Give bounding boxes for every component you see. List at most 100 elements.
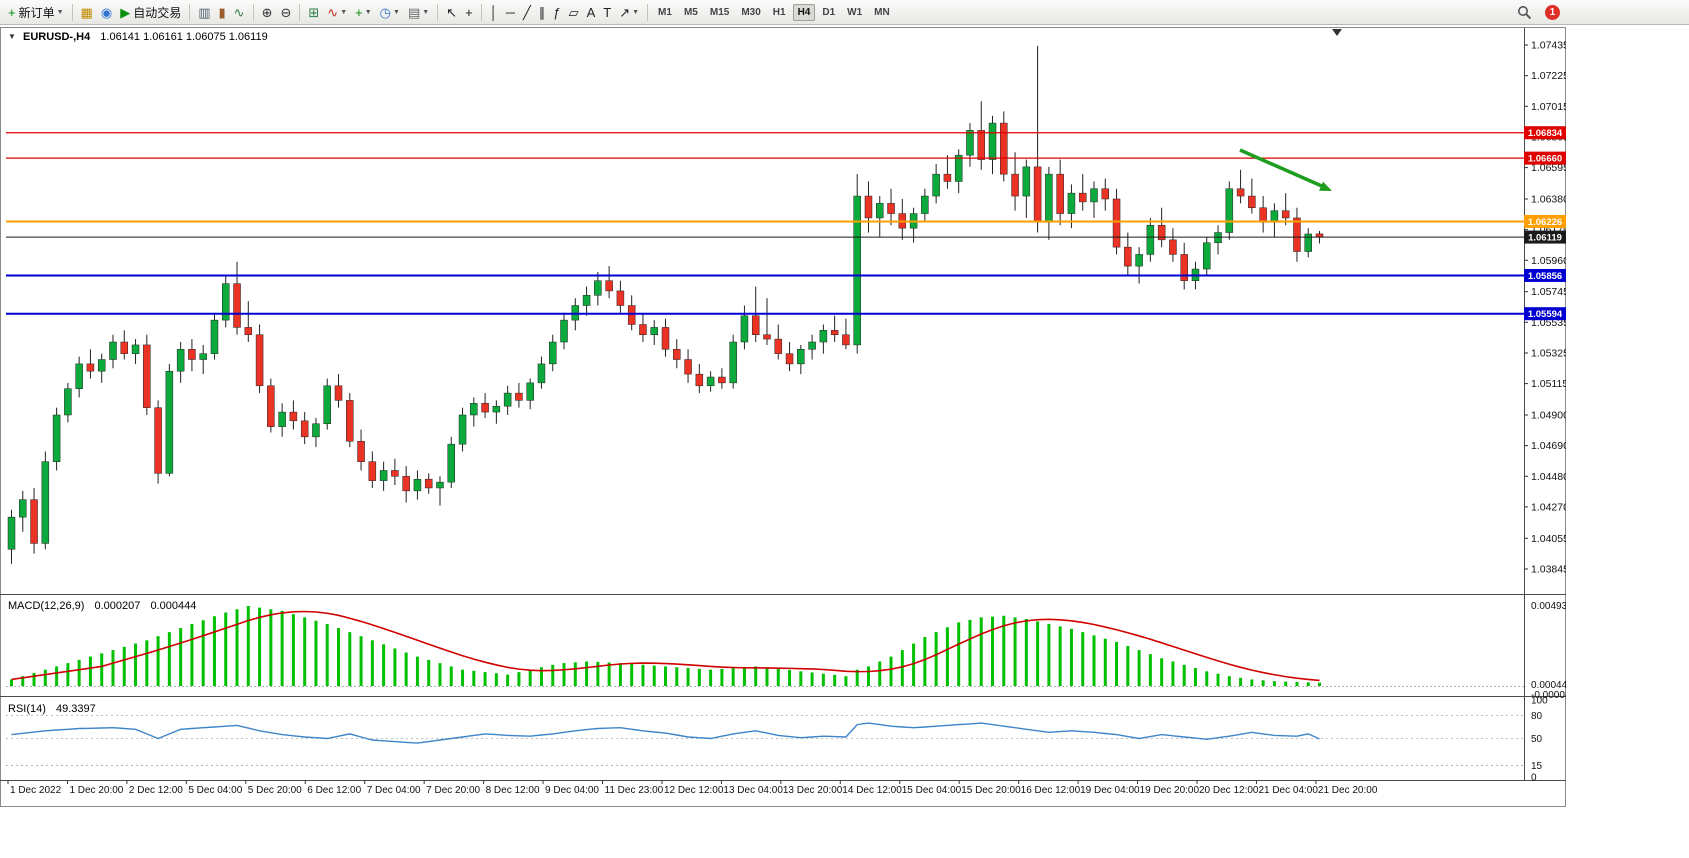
play-icon: ▶ xyxy=(120,4,131,20)
macd-axis[interactable]: 0.004938 0.000449-0.000049 xyxy=(1531,601,1566,701)
periods-button[interactable]: ◷ ▼ xyxy=(377,2,403,22)
search-icon xyxy=(1518,5,1532,19)
add-indicator-button[interactable]: + ▼ xyxy=(352,2,375,22)
candlestick-chart-button[interactable]: ▮ xyxy=(216,2,229,22)
svg-text:5 Dec 20:00: 5 Dec 20:00 xyxy=(248,785,302,796)
ohlc-values: 1.06141 1.06161 1.06075 1.06119 xyxy=(100,31,268,43)
macd-histogram xyxy=(10,606,1322,686)
autotrading-button[interactable]: ▶ 自动交易 xyxy=(117,2,184,22)
cursor-button[interactable]: ↖ xyxy=(443,2,460,22)
indicators-button[interactable]: ∿ ▼ xyxy=(324,2,350,22)
zoom-in-button[interactable]: ⊕ xyxy=(259,2,276,22)
community-button[interactable]: ◉ xyxy=(98,2,115,22)
toolbar-separator xyxy=(71,3,73,21)
svg-text:19 Dec 04:00: 19 Dec 04:00 xyxy=(1080,785,1140,796)
timeframe-w1[interactable]: W1 xyxy=(847,6,863,18)
pivot-line-1.06226[interactable]: 1.06226 xyxy=(6,214,1566,228)
macd-signal-value: 0.000444 xyxy=(150,600,197,612)
dropdown-arrow-icon: ▼ xyxy=(632,8,640,16)
text-button[interactable]: A xyxy=(584,2,599,22)
rsi-axis[interactable]: 100 80 50 150 xyxy=(1531,696,1548,784)
symbol-period-label: EURUSD-,H4 xyxy=(22,31,91,43)
horizontal-line-button[interactable]: ─ xyxy=(503,2,518,22)
channel-button[interactable]: ∥ xyxy=(536,2,549,22)
svg-text:80: 80 xyxy=(1531,711,1543,722)
timeframe-m5[interactable]: M5 xyxy=(683,6,698,18)
timeframe-toolbar: M1 M5 M15 M30 H1 H4 D1 W1 MN xyxy=(652,0,896,25)
text-label-button[interactable]: T xyxy=(600,2,614,22)
svg-text:1.06660: 1.06660 xyxy=(1528,154,1562,165)
one-click-trading-toggle[interactable]: ▼ xyxy=(8,32,16,41)
candlestick-icon: ▮ xyxy=(218,4,226,20)
macd-indicator-label: MACD(12,26,9) 0.000207 0.000444 xyxy=(8,600,196,612)
templates-button[interactable]: ▤ ▼ xyxy=(405,2,432,22)
svg-text:1.06380: 1.06380 xyxy=(1531,193,1566,205)
timeframe-m15[interactable]: M15 xyxy=(709,6,730,18)
timeframe-m1[interactable]: M1 xyxy=(658,6,672,18)
svg-text:7 Dec 20:00: 7 Dec 20:00 xyxy=(426,785,480,796)
support-line-1.05856[interactable]: 1.05856 xyxy=(6,268,1566,282)
timeframe-mn[interactable]: MN xyxy=(874,6,890,18)
chart-shift-marker[interactable] xyxy=(1332,29,1342,36)
rsi-indicator-label: RSI(14) 49.3397 xyxy=(8,703,96,715)
zoom-out-icon: ⊖ xyxy=(280,4,292,20)
rsi-line xyxy=(11,722,1320,744)
chart-window: 1.074351.072251.070151.068051.065951.063… xyxy=(0,26,1566,808)
svg-text:1.06226: 1.06226 xyxy=(1528,217,1562,228)
dropdown-arrow-icon: ▼ xyxy=(364,8,372,16)
svg-text:14 Dec 12:00: 14 Dec 12:00 xyxy=(842,785,902,796)
resistance-line-1.06660[interactable]: 1.06660 xyxy=(6,151,1566,165)
svg-text:1.06595: 1.06595 xyxy=(1531,162,1566,174)
svg-text:100: 100 xyxy=(1531,696,1548,707)
shapes-button[interactable]: ▱ xyxy=(566,2,582,22)
toolbar-separator xyxy=(437,3,439,21)
fibonacci-icon: ƒ xyxy=(553,4,561,20)
chart-frame xyxy=(0,27,1566,807)
new-order-button[interactable]: + 新订单 ▼ xyxy=(5,2,67,22)
support-line-1.05594[interactable]: 1.05594 xyxy=(6,307,1566,321)
fibonacci-button[interactable]: ƒ xyxy=(550,2,563,22)
notification-badge[interactable]: 1 xyxy=(1545,4,1560,20)
timeframe-d1[interactable]: D1 xyxy=(822,6,836,18)
resistance-line-1.06834[interactable]: 1.06834 xyxy=(6,126,1566,140)
timeframe-m30[interactable]: M30 xyxy=(741,6,761,18)
chart-canvas[interactable]: 1.074351.072251.070151.068051.065951.063… xyxy=(0,26,1566,808)
svg-text:0.000449: 0.000449 xyxy=(1531,680,1566,691)
timeframe-h1[interactable]: H1 xyxy=(772,6,786,18)
svg-text:1.05960: 1.05960 xyxy=(1531,255,1566,267)
bar-chart-button[interactable]: ▥ xyxy=(195,2,213,22)
svg-text:1 Dec 2022: 1 Dec 2022 xyxy=(10,785,62,796)
arrows-button[interactable]: ↗ ▼ xyxy=(616,2,642,22)
timeframe-h4[interactable]: H4 xyxy=(792,3,816,21)
line-chart-icon: ∿ xyxy=(233,4,245,20)
charts-button[interactable]: ▦ xyxy=(78,2,96,22)
shapes-icon: ▱ xyxy=(568,4,579,20)
toolbar: + 新订单 ▼ ▦ ◉ ▶ 自动交易 ▥ ▮ ∿ ⊕ ⊖ ⊞ ∿ ▼ + ▼ ◷ ▼ ▤ ▼ ↖ + │ ─ ╱ ∥ ƒ ▱ A T ↗ ▼ M… xyxy=(0,0,1689,25)
crosshair-button[interactable]: + xyxy=(462,2,476,22)
toolbar-buttons: + 新订单 ▼ ▦ ◉ ▶ 自动交易 ▥ ▮ ∿ ⊕ ⊖ ⊞ ∿ ▼ + ▼ ◷ ▼ ▤ ▼ ↖ + │ ─ ╱ ∥ ƒ ▱ A T ↗ ▼ xyxy=(4,0,652,25)
crosshair-icon: + xyxy=(465,4,473,20)
line-chart-button[interactable]: ∿ xyxy=(231,2,248,22)
svg-text:1 Dec 20:00: 1 Dec 20:00 xyxy=(69,785,123,796)
time-axis[interactable]: 1 Dec 2022 1 Dec 20:00 2 Dec 12:00 5 Dec 04… xyxy=(7,780,1378,797)
svg-text:13 Dec 04:00: 13 Dec 04:00 xyxy=(723,785,783,796)
clock-icon: ◷ xyxy=(379,4,391,20)
current-price-line-1.06119[interactable]: 1.06119 xyxy=(6,230,1566,244)
search-button[interactable] xyxy=(1514,2,1535,22)
toolbar-separator xyxy=(189,3,191,21)
template-icon: ▤ xyxy=(407,4,421,20)
trend-arrow-annotation[interactable] xyxy=(1239,148,1332,191)
community-icon: ◉ xyxy=(100,4,113,20)
chart-ohlc-header: ▼ EURUSD-,H4 1.06141 1.06161 1.06075 1.0… xyxy=(8,31,268,43)
trendline-button[interactable]: ╱ xyxy=(520,2,534,22)
svg-text:1.05856: 1.05856 xyxy=(1528,271,1562,282)
arrow-icon: ↗ xyxy=(619,4,631,20)
svg-text:1.05325: 1.05325 xyxy=(1531,347,1566,359)
svg-text:13 Dec 20:00: 13 Dec 20:00 xyxy=(783,785,843,796)
tile-windows-button[interactable]: ⊞ xyxy=(305,2,322,22)
zoom-out-button[interactable]: ⊖ xyxy=(277,2,294,22)
panel-splitters[interactable] xyxy=(0,594,1566,781)
svg-text:15 Dec 04:00: 15 Dec 04:00 xyxy=(902,785,962,796)
horizontal-levels[interactable]: 1.06834 1.06660 1.06226 1.06119 1.05856 1.055… xyxy=(6,126,1566,321)
vertical-line-button[interactable]: │ xyxy=(487,2,501,22)
